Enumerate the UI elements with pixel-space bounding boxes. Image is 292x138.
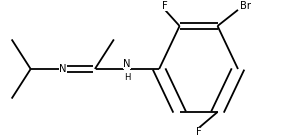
Text: F: F <box>162 1 168 11</box>
Text: N: N <box>59 64 67 74</box>
Text: Br: Br <box>240 1 251 11</box>
Text: H: H <box>124 73 130 82</box>
Text: F: F <box>196 127 201 137</box>
Text: N: N <box>123 59 131 69</box>
